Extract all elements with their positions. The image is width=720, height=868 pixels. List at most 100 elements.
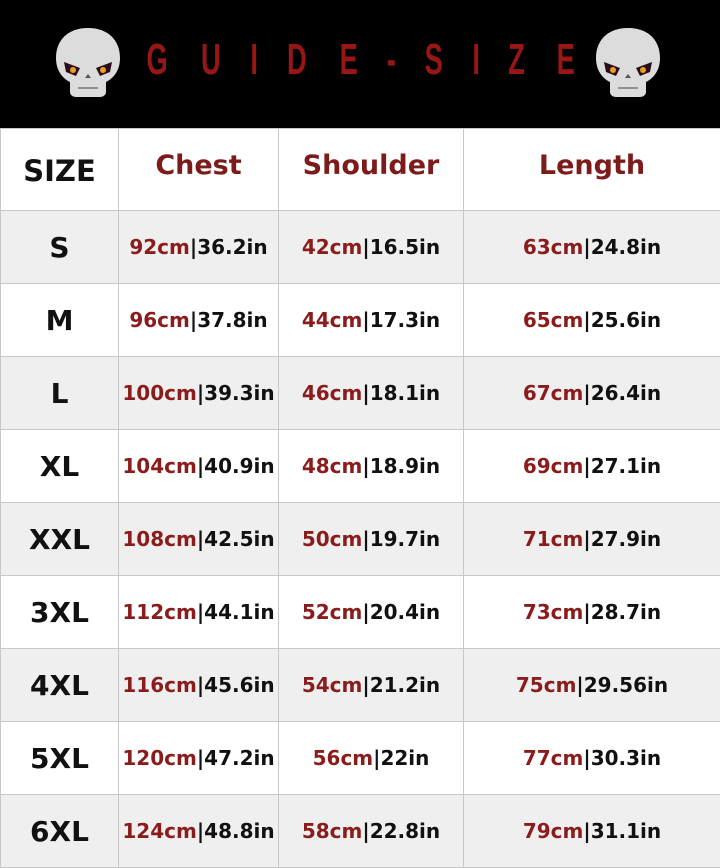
chest-cell: 112cm|44.1in [119, 576, 279, 649]
size-cell: M [1, 284, 119, 357]
length-cell: 77cm|30.3in [464, 722, 720, 795]
header-row: SIZE Chest Shoulder Length [1, 129, 720, 211]
chest-cell: 96cm|37.8in [119, 284, 279, 357]
shoulder-cell: 54cm|21.2in [279, 649, 464, 722]
length-cm: 67cm [523, 381, 584, 405]
header-size: SIZE [1, 129, 119, 211]
chest-cm: 92cm [129, 235, 190, 259]
shoulder-cm: 42cm [302, 235, 363, 259]
length-cm: 69cm [523, 454, 584, 478]
skull-icon [590, 26, 666, 98]
shoulder-cell: 50cm|19.7in [279, 503, 464, 576]
title-letter-e: E [339, 35, 357, 85]
shoulder-in: 20.4in [370, 600, 440, 624]
chest-cm: 124cm [122, 819, 196, 843]
shoulder-cell: 58cm|22.8in [279, 795, 464, 868]
length-in: 27.1in [591, 454, 661, 478]
shoulder-in: 22.8in [370, 819, 440, 843]
title-letter-d: D [287, 35, 307, 85]
size-cell: 5XL [1, 722, 119, 795]
length-cell: 69cm|27.1in [464, 430, 720, 503]
length-cell: 71cm|27.9in [464, 503, 720, 576]
chest-cell: 104cm|40.9in [119, 430, 279, 503]
separator: | [362, 308, 369, 332]
size-cell: 6XL [1, 795, 119, 868]
separator: | [583, 454, 590, 478]
length-cm: 79cm [523, 819, 584, 843]
length-in: 29.56in [584, 673, 668, 697]
shoulder-in: 16.5in [370, 235, 440, 259]
length-in: 27.9in [591, 527, 661, 551]
shoulder-cm: 52cm [302, 600, 363, 624]
chest-cell: 116cm|45.6in [119, 649, 279, 722]
chest-cell: 120cm|47.2in [119, 722, 279, 795]
length-cell: 75cm|29.56in [464, 649, 720, 722]
shoulder-cm: 50cm [302, 527, 363, 551]
chest-in: 37.8in [197, 308, 267, 332]
shoulder-cell: 52cm|20.4in [279, 576, 464, 649]
shoulder-in: 22in [380, 746, 429, 770]
chest-cell: 92cm|36.2in [119, 211, 279, 284]
shoulder-cell: 48cm|18.9in [279, 430, 464, 503]
chest-cm: 120cm [122, 746, 196, 770]
shoulder-cell: 56cm|22in [279, 722, 464, 795]
chest-in: 48.8in [204, 819, 274, 843]
title-letter-i2: I [472, 35, 480, 85]
separator: | [583, 746, 590, 770]
length-in: 31.1in [591, 819, 661, 843]
size-cell: L [1, 357, 119, 430]
shoulder-cm: 48cm [302, 454, 363, 478]
separator: | [583, 600, 590, 624]
separator: | [362, 454, 369, 478]
size-cell: XL [1, 430, 119, 503]
shoulder-cell: 44cm|17.3in [279, 284, 464, 357]
shoulder-in: 19.7in [370, 527, 440, 551]
length-cell: 79cm|31.1in [464, 795, 720, 868]
size-cell: 3XL [1, 576, 119, 649]
chest-in: 45.6in [204, 673, 274, 697]
skull-icon [50, 26, 126, 98]
length-cell: 65cm|25.6in [464, 284, 720, 357]
title-letter-u: U [201, 35, 221, 85]
separator: | [362, 235, 369, 259]
separator: | [583, 235, 590, 259]
separator: | [362, 819, 369, 843]
chest-cell: 108cm|42.5in [119, 503, 279, 576]
title-letter-e2: E [556, 35, 574, 85]
header-chest: Chest [119, 129, 279, 211]
chest-cm: 100cm [122, 381, 196, 405]
shoulder-cm: 44cm [302, 308, 363, 332]
title-letter-z: Z [508, 35, 525, 85]
title-letter-i: I [250, 35, 258, 85]
size-cell: 4XL [1, 649, 119, 722]
chest-cm: 116cm [122, 673, 196, 697]
length-in: 28.7in [591, 600, 661, 624]
chest-in: 42.5in [204, 527, 274, 551]
title-letter-g: G [147, 35, 168, 85]
length-cm: 77cm [523, 746, 584, 770]
length-cell: 63cm|24.8in [464, 211, 720, 284]
separator: | [583, 527, 590, 551]
length-cm: 75cm [516, 673, 577, 697]
chest-in: 36.2in [197, 235, 267, 259]
shoulder-in: 17.3in [370, 308, 440, 332]
length-cell: 73cm|28.7in [464, 576, 720, 649]
separator: | [583, 819, 590, 843]
length-cm: 63cm [523, 235, 584, 259]
chest-cm: 108cm [122, 527, 196, 551]
length-cm: 71cm [523, 527, 584, 551]
chest-cell: 124cm|48.8in [119, 795, 279, 868]
shoulder-cm: 54cm [302, 673, 363, 697]
separator: | [362, 527, 369, 551]
size-cell: XXL [1, 503, 119, 576]
